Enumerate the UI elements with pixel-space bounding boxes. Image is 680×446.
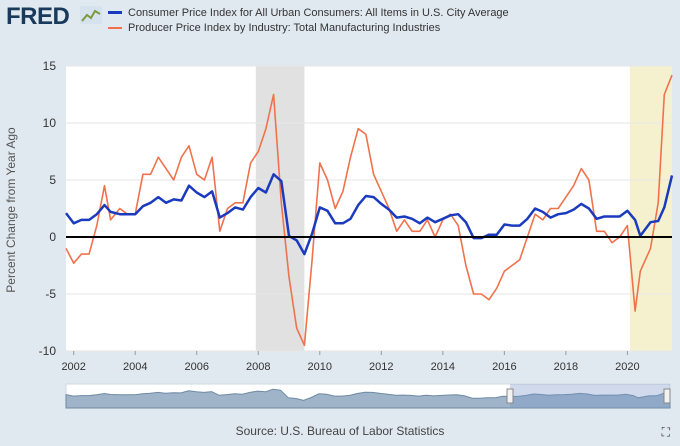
series-line-cpi	[65, 173, 674, 256]
x-tick-label: 2006	[184, 361, 208, 373]
navigator-series	[65, 388, 671, 409]
legend-label-ppi: Producer Price Index by Industry: Total …	[128, 21, 441, 34]
y-tick-label: 0	[49, 230, 56, 244]
navigator-handle-left	[506, 388, 514, 404]
legend-swatch-ppi	[108, 26, 122, 29]
y-tick-label: 10	[43, 116, 57, 130]
recession-shade	[255, 66, 305, 351]
fred-logo[interactable]: FRED	[6, 3, 70, 30]
y-tick-label: -10	[39, 344, 57, 358]
legend-swatch-cpi	[108, 11, 122, 14]
x-tick-label: 2008	[246, 361, 270, 373]
plot-area	[66, 66, 672, 351]
x-tick-label: 2012	[369, 361, 393, 373]
y-axis-label-box: Percent Change from Year Ago	[4, 127, 18, 293]
chart-header: FRED Consumer Price Index for All Urban …	[0, 0, 680, 58]
chart-legend: Consumer Price Index for All Urban Consu…	[108, 5, 509, 35]
x-tick-label: 2016	[492, 361, 516, 373]
fullscreen-icon[interactable]: ⛶	[661, 425, 670, 439]
navigator-handle-right	[663, 388, 671, 404]
y-tick-label: -5	[45, 287, 56, 301]
x-tick-label: 2014	[431, 361, 455, 373]
x-tick-label: 2010	[308, 361, 332, 373]
y-tick-label: 15	[43, 59, 57, 73]
y-tick-label: 5	[49, 173, 56, 187]
line-chart: -10 -5 0 5 10 15 2002 2004 2006 2008 2010 2012 2014 2…	[39, 59, 674, 409]
line-chart-icon	[80, 6, 102, 24]
navigator-selection	[510, 384, 670, 408]
series-line-ppi	[65, 74, 673, 347]
legend-item-ppi[interactable]: Producer Price Index by Industry: Total …	[108, 20, 509, 35]
x-tick-label: 2004	[123, 361, 147, 373]
y-axis-label: Percent Change from Year Ago	[4, 127, 18, 293]
legend-item-cpi[interactable]: Consumer Price Index for All Urban Consu…	[108, 5, 509, 20]
x-tick-label: 2018	[554, 361, 578, 373]
x-tick-label: 2020	[615, 361, 639, 373]
x-tick-label: 2002	[61, 361, 85, 373]
legend-label-cpi: Consumer Price Index for All Urban Consu…	[128, 6, 509, 19]
source-note: Source: U.S. Bureau of Labor Statistics	[235, 424, 445, 438]
